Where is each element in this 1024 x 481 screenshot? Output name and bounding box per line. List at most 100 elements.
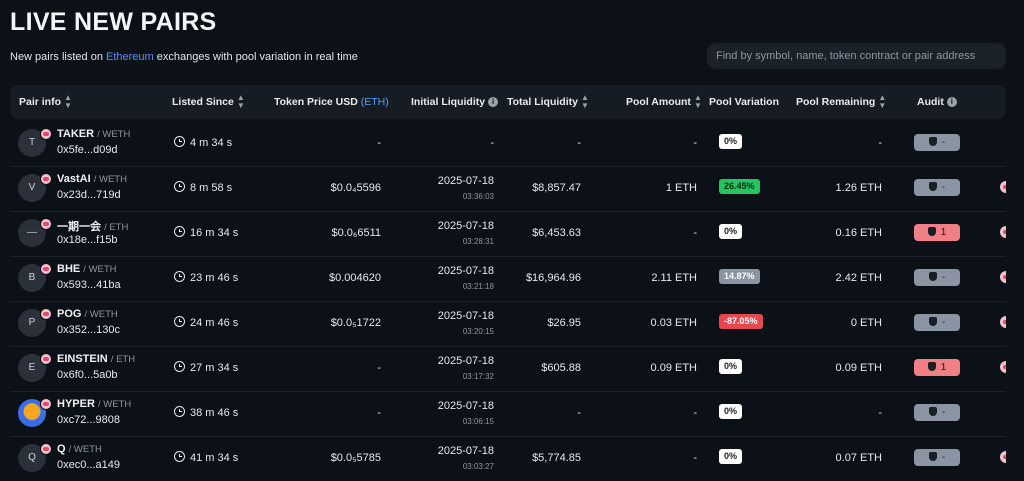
dex-icon[interactable] — [1000, 181, 1006, 193]
total-liquidity: $605.88 — [541, 362, 581, 374]
clock-icon — [174, 271, 185, 282]
token-symbol: EINSTEIN — [57, 353, 108, 365]
pool-amount: 2.11 ETH — [651, 272, 697, 284]
table-row[interactable]: V VastAI / WETH 0x23d...719d 8 m 58 s $0.0₄5… — [10, 166, 1006, 212]
audit-badge[interactable]: - — [914, 404, 960, 421]
initial-liquidity-date: 2025-07-18 — [437, 220, 494, 232]
initial-liquidity-date: 2025-07-18 — [437, 310, 494, 322]
initial-liquidity-date: 2025-07-18 — [437, 445, 494, 457]
listed-since: 16 m 34 s — [174, 226, 238, 239]
col-audit-label: Audit — [917, 96, 944, 108]
search-input[interactable] — [707, 43, 1006, 69]
shield-icon — [927, 362, 936, 371]
page-title: LIVE NEW PAIRS — [10, 8, 217, 36]
listed-since-value: 41 m 34 s — [190, 452, 239, 464]
col-token-price: Token Price USD (ETH) — [274, 85, 389, 119]
audit-badge[interactable]: - — [914, 314, 960, 331]
pair-symbol[interactable]: TAKER / WETH — [57, 128, 130, 140]
col-pool-remaining[interactable]: Pool Remaining ▲ ▼ — [796, 85, 886, 119]
quote-token: / WETH — [84, 309, 118, 320]
pair-symbol[interactable]: 一期一会 / ETH — [57, 218, 128, 234]
pool-remaining: 0.09 ETH — [835, 362, 882, 374]
pair-symbol[interactable]: BHE / WETH — [57, 263, 117, 275]
sort-icon: ▲ ▼ — [693, 93, 702, 111]
dex-icon[interactable] — [1000, 226, 1006, 238]
pair-address[interactable]: 0xc72...9808 — [57, 414, 120, 426]
pool-amount: - — [693, 137, 697, 149]
dex-icon[interactable] — [1000, 361, 1006, 373]
info-icon[interactable]: i — [946, 97, 957, 108]
total-liquidity: $16,964.96 — [525, 272, 581, 284]
pair-address[interactable]: 0x352...130c — [57, 324, 120, 336]
dex-icon — [40, 443, 52, 455]
token-price: - — [377, 407, 381, 419]
token-price: $0.0₅1722 — [330, 317, 381, 329]
initial-liquidity: - — [490, 137, 494, 149]
initial-liquidity-date: 2025-07-18 — [437, 175, 494, 187]
pair-address[interactable]: 0x23d...719d — [57, 189, 121, 201]
shield-icon — [928, 272, 937, 281]
pair-symbol[interactable]: HYPER / WETH — [57, 398, 131, 410]
pair-symbol[interactable]: POG / WETH — [57, 308, 118, 320]
dex-icon — [40, 308, 52, 320]
table-row[interactable]: HYPER / WETH 0xc72...9808 38 m 46 s - 2025-0… — [10, 391, 1006, 437]
shield-icon — [928, 407, 937, 416]
audit-badge[interactable]: 1 — [914, 224, 960, 241]
chain-link[interactable]: Ethereum — [106, 51, 154, 63]
table-row[interactable]: P POG / WETH 0x352...130c 24 m 46 s $0.0₅172… — [10, 301, 1006, 347]
col-initial-liquidity: Initial Liquidity i — [411, 85, 499, 119]
listed-since-value: 4 m 34 s — [190, 137, 233, 149]
quote-token: / ETH — [104, 222, 129, 233]
pair-address[interactable]: 0x593...41ba — [57, 279, 121, 291]
dex-icon — [40, 218, 52, 230]
audit-badge[interactable]: 1 — [914, 359, 960, 376]
audit-value: - — [941, 182, 946, 193]
col-listed-since-label: Listed Since — [172, 96, 234, 108]
token-symbol: TAKER — [57, 128, 95, 140]
audit-badge[interactable]: - — [914, 269, 960, 286]
pair-address[interactable]: 0xec0...a149 — [57, 459, 120, 471]
dex-icon[interactable] — [1000, 316, 1006, 328]
pair-symbol[interactable]: Q / WETH — [57, 443, 102, 455]
pool-variation-badge: -87.05% — [719, 314, 763, 329]
listed-since-value: 38 m 46 s — [190, 407, 239, 419]
pair-symbol[interactable]: EINSTEIN / ETH — [57, 353, 135, 365]
audit-badge[interactable]: - — [914, 179, 960, 196]
dex-icon[interactable] — [1000, 271, 1006, 283]
table-row[interactable]: T TAKER / WETH 0x5fe...d09d 4 m 34 s - - - -0% -… — [10, 121, 1006, 167]
col-pair-info[interactable]: Pair info ▲ ▼ — [19, 85, 72, 119]
pool-amount: - — [693, 407, 697, 419]
table-row[interactable]: B BHE / WETH 0x593...41ba 23 m 46 s $0.00462… — [10, 256, 1006, 302]
col-total-liquidity[interactable]: Total Liquidity ▲ ▼ — [507, 85, 589, 119]
token-price: - — [377, 362, 381, 374]
dex-icon[interactable] — [1000, 451, 1006, 463]
pair-address[interactable]: 0x5fe...d09d — [57, 144, 118, 156]
pair-symbol[interactable]: VastAI / WETH — [57, 173, 127, 185]
pair-address[interactable]: 0x6f0...5a0b — [57, 369, 118, 381]
token-price: $0.0₆6511 — [331, 227, 382, 239]
pool-remaining: - — [878, 407, 882, 419]
pool-remaining: 1.26 ETH — [835, 182, 882, 194]
col-listed-since[interactable]: Listed Since ▲ ▼ — [172, 85, 245, 119]
info-icon[interactable]: i — [488, 97, 499, 108]
clock-icon — [174, 136, 185, 147]
total-liquidity: $26.95 — [547, 317, 581, 329]
col-token-price-label: Token Price USD — [274, 96, 358, 108]
audit-badge[interactable]: - — [914, 449, 960, 466]
listed-since: 38 m 46 s — [174, 406, 238, 419]
sort-icon: ▲ ▼ — [878, 93, 887, 111]
token-avatar: E — [18, 354, 46, 382]
pool-amount: - — [693, 227, 697, 239]
col-pool-amount[interactable]: Pool Amount ▲ ▼ — [626, 85, 702, 119]
pool-remaining: - — [878, 137, 882, 149]
total-liquidity: $8,857.47 — [532, 182, 581, 194]
sort-icon: ▲ ▼ — [580, 93, 589, 111]
dex-icon — [40, 128, 52, 140]
table-row[interactable]: E EINSTEIN / ETH 0x6f0...5a0b 27 m 34 s - 202… — [10, 346, 1006, 392]
dex-icon — [40, 173, 52, 185]
token-avatar: P — [18, 309, 46, 337]
audit-badge[interactable]: - — [914, 134, 960, 151]
pair-address[interactable]: 0x18e...f15b — [57, 234, 118, 246]
table-row[interactable]: — 一期一会 / ETH 0x18e...f15b 16 m 34 s $0.0₆651… — [10, 211, 1006, 257]
